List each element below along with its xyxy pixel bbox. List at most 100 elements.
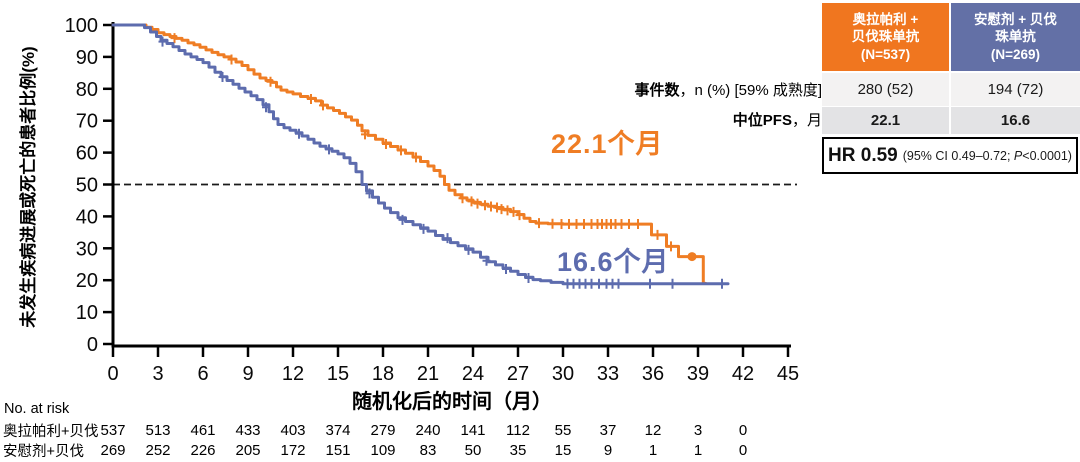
risk-count: 252 (145, 442, 171, 459)
censor-mark (397, 145, 405, 156)
risk-count: 151 (325, 442, 351, 459)
risk-count: 1 (648, 442, 658, 459)
risk-row-label-olaparib: 奥拉帕利+贝伐 (3, 424, 99, 440)
risk-count: 374 (325, 422, 351, 439)
censor-mark (227, 54, 236, 65)
risk-count: 1 (693, 442, 703, 459)
censor-mark (557, 219, 566, 230)
risk-table-title: No. at risk (4, 401, 70, 417)
x-tick-label: 6 (197, 363, 208, 385)
censor-mark (634, 219, 642, 230)
risk-count: 537 (100, 422, 126, 439)
censor-mark (625, 219, 633, 230)
censor-mark (170, 33, 179, 44)
risk-count: 50 (464, 442, 482, 459)
censor-mark (502, 264, 510, 275)
censor-mark (307, 94, 315, 105)
x-tick-label: 36 (642, 363, 664, 385)
y-tick-label: 90 (76, 47, 98, 69)
risk-count: 172 (280, 442, 306, 459)
median-annotation-placebo: 16.6个月 (557, 247, 670, 277)
censor-mark (464, 244, 473, 255)
censor-mark (443, 233, 452, 244)
risk-count: 513 (145, 422, 171, 439)
y-tick-label: 20 (76, 270, 98, 292)
risk-count: 269 (100, 442, 126, 459)
risk-count: 112 (506, 422, 530, 439)
censor-mark (482, 255, 491, 266)
censor-mark (595, 278, 603, 289)
risk-count: 0 (738, 442, 748, 459)
y-tick-label: 80 (76, 79, 98, 101)
x-tick-label: 12 (282, 363, 304, 385)
censor-mark (325, 144, 333, 155)
median-annotation-olaparib: 22.1个月 (551, 129, 664, 159)
x-tick-label: 21 (417, 363, 439, 385)
censor-mark (548, 218, 557, 229)
x-tick-label: 3 (152, 363, 163, 385)
censor-mark (580, 219, 588, 230)
censor-mark (565, 219, 573, 230)
x-tick-label: 39 (687, 363, 709, 385)
censor-mark (718, 278, 726, 289)
y-tick-label: 100 (65, 15, 98, 37)
censor-mark (668, 278, 677, 289)
x-tick-label: 27 (507, 363, 529, 385)
median-row-label-rest: ，月 (791, 112, 822, 129)
median-row-label-bold: 中位PFS (732, 112, 792, 129)
y-tick-label: 40 (76, 206, 98, 228)
censor-mark (524, 272, 533, 283)
risk-count: 461 (190, 422, 216, 439)
risk-count: 141 (460, 422, 486, 439)
censor-mark (419, 223, 428, 234)
y-tick-label: 70 (76, 111, 98, 133)
risk-count: 37 (599, 422, 617, 439)
y-tick-label: 10 (76, 302, 98, 324)
risk-count: 226 (190, 442, 216, 459)
stats-header-olaparib: 奥拉帕利 + 贝伐珠单抗 (N=537) (822, 3, 949, 71)
risk-count: 240 (415, 422, 441, 439)
risk-count: 55 (554, 422, 572, 439)
censor-mark (617, 219, 626, 230)
x-tick-label: 9 (242, 363, 253, 385)
risk-row-label-placebo: 安慰剂+贝伐 (3, 444, 84, 460)
censor-mark (262, 102, 270, 113)
risk-count: 9 (603, 442, 613, 459)
risk-count: 3 (693, 422, 703, 439)
hr-p-label: P (1013, 148, 1023, 163)
hazard-ratio-ci: (95% CI 0.49–0.72; P<0.0001) (903, 149, 1072, 163)
censor-mark (493, 202, 501, 213)
events-row-label-bold: 事件数 (634, 82, 680, 99)
risk-count: 35 (509, 442, 527, 459)
censor-mark (481, 200, 489, 211)
events-row-label-rest: ，n (%) [59% 成熟度] (679, 82, 822, 99)
censor-mark (646, 278, 654, 289)
censor-mark (412, 152, 420, 163)
censor-mark (653, 229, 662, 240)
risk-count: 205 (235, 442, 261, 459)
censor-mark (158, 36, 167, 47)
risk-count: 0 (738, 422, 748, 439)
y-tick-label: 60 (76, 143, 98, 165)
censor-mark (503, 205, 512, 216)
censor-mark (266, 76, 275, 87)
censor-mark (667, 241, 675, 252)
events-value-placebo: 194 (72) (951, 73, 1080, 106)
y-tick-label: 30 (76, 238, 98, 260)
median-value-placebo: 16.6 (951, 107, 1080, 134)
x-axis-title: 随机化后的时间（月） (352, 391, 552, 413)
risk-count: 15 (554, 442, 572, 459)
censor-mark (398, 214, 407, 225)
events-value-olaparib: 280 (52) (822, 73, 949, 106)
censor-mark (614, 278, 623, 289)
median-row-label: 中位PFS，月 (733, 109, 822, 130)
risk-count: 83 (419, 442, 437, 459)
median-value-olaparib: 22.1 (822, 107, 949, 134)
risk-count: 12 (644, 422, 662, 439)
x-tick-label: 0 (107, 363, 118, 385)
hazard-ratio-value: HR 0.59 (828, 144, 898, 166)
censor-mark (535, 218, 543, 229)
censor-mark (509, 206, 518, 217)
